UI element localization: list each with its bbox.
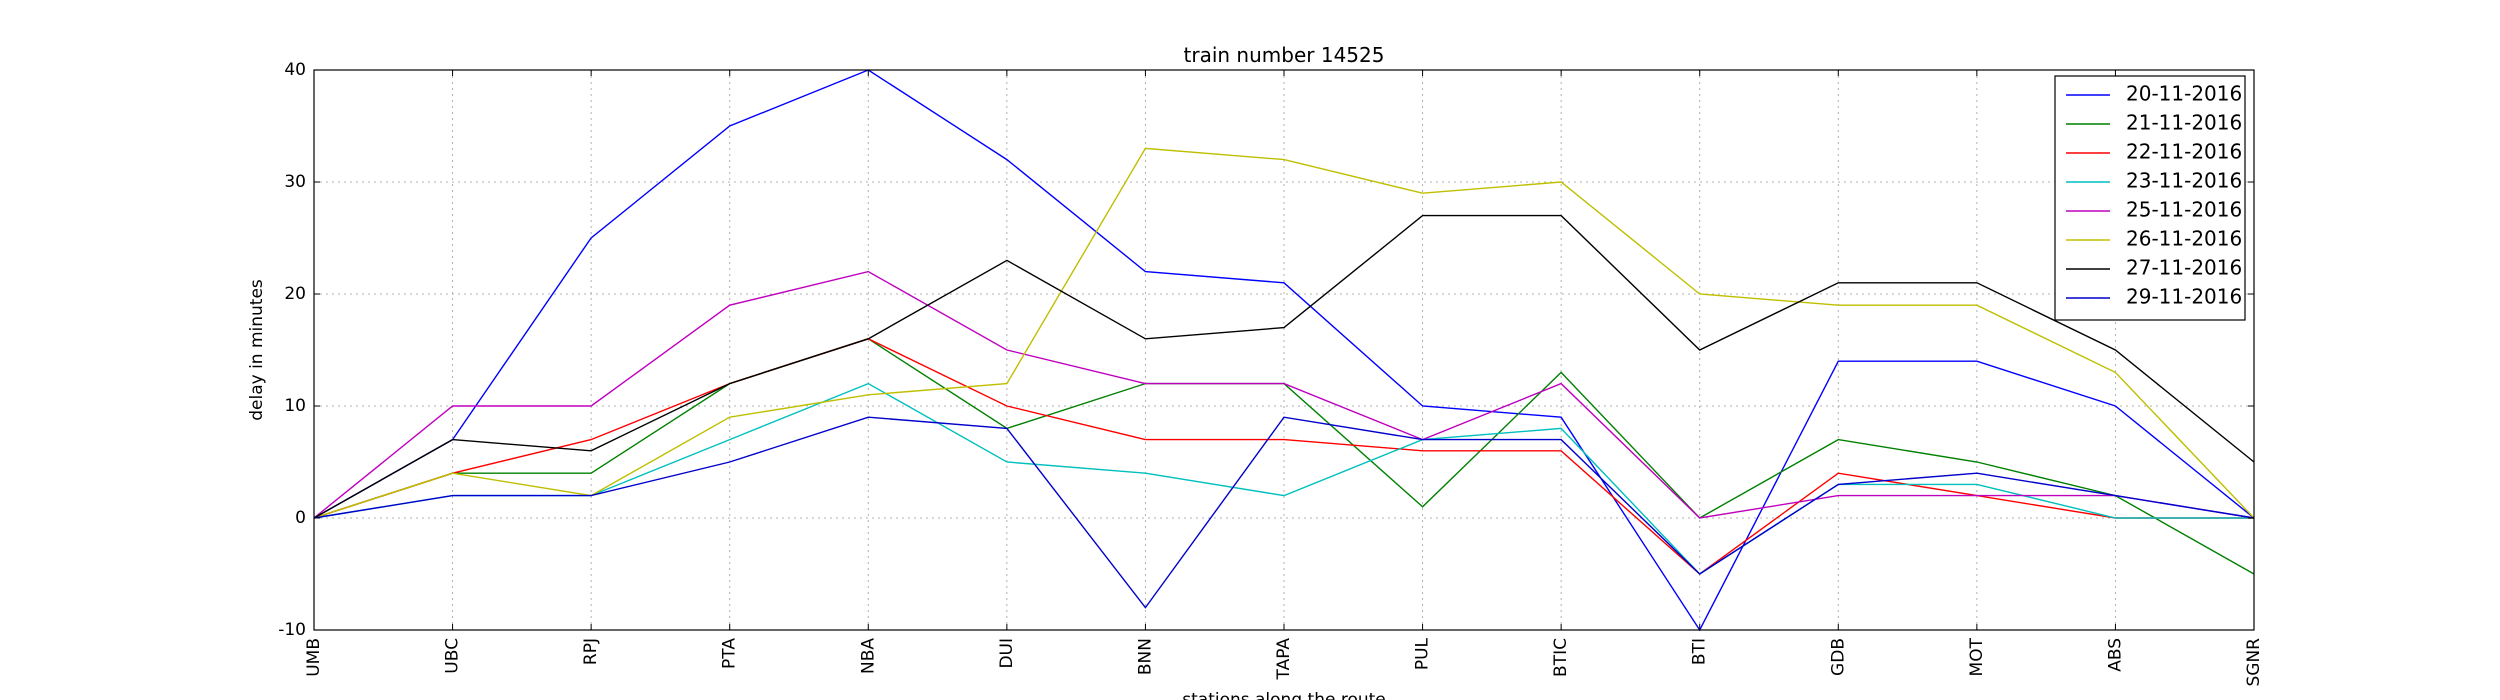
y-tick-label: -10 — [278, 620, 306, 640]
chart-title: train number 14525 — [1184, 43, 1385, 67]
series-line-5 — [313, 270, 2255, 519]
series-lines — [313, 69, 2255, 632]
x-tick-label: ABS — [2105, 638, 2125, 672]
legend: 20-11-2016 21-11-2016 22-11-2016 23-11-2016… — [2054, 75, 2246, 321]
series-line-6 — [313, 147, 2255, 519]
legend-label: 20-11-2016 — [2126, 82, 2242, 106]
x-tick-label: RPJ — [581, 638, 601, 665]
x-tick-label: PUL — [1413, 637, 1433, 670]
x-tick-label: BTI — [1690, 638, 1710, 665]
x-tick-label: SGNR — [2244, 638, 2264, 687]
legend-label: 21-11-2016 — [2126, 111, 2242, 135]
x-tick-label: DUI — [997, 638, 1017, 669]
x-tick-label: PTA — [720, 638, 740, 669]
x-tick-label: GDB — [1828, 638, 1848, 676]
x-tick-label: UMB — [304, 638, 324, 677]
x-tick-label: UBC — [443, 638, 463, 674]
x-tick-label: MOT — [1967, 637, 1987, 676]
y-tick-label: 40 — [284, 60, 306, 80]
y-tick-label: 20 — [284, 284, 306, 304]
y-tick-label: 0 — [295, 508, 306, 528]
series-line-8 — [313, 416, 2255, 609]
y-tick-labels: -10 0 10 20 30 40 — [278, 60, 306, 640]
x-tick-label: BNN — [1135, 638, 1155, 675]
series-line-3 — [313, 338, 2254, 575]
legend-label: 23-11-2016 — [2126, 169, 2242, 193]
series-line-7 — [313, 214, 2255, 519]
legend-label: 26-11-2016 — [2126, 227, 2242, 251]
y-tick-label: 10 — [284, 396, 306, 416]
x-tick-label: BTIC — [1551, 638, 1571, 677]
axis-ticks — [313, 69, 2255, 631]
x-tick-labels: UMB UBC RPJ PTA NBA DUI BNN TAPA PUL BTIC BTI GDB MO… — [304, 637, 2264, 686]
legend-label: 22-11-2016 — [2126, 140, 2242, 164]
legend-label: 25-11-2016 — [2126, 198, 2242, 222]
y-axis-label: delay in minutes — [247, 279, 267, 421]
x-tick-label: TAPA — [1274, 638, 1294, 681]
series-line-1 — [313, 69, 2255, 632]
legend-label: 27-11-2016 — [2126, 256, 2242, 280]
legend-box — [2054, 75, 2246, 321]
x-axis-label: stations along the route — [1182, 690, 1386, 700]
x-tick-label: NBA — [858, 638, 878, 674]
y-tick-label: 30 — [284, 172, 306, 192]
legend-label: 29-11-2016 — [2126, 285, 2242, 309]
series-line-4 — [313, 382, 2254, 575]
